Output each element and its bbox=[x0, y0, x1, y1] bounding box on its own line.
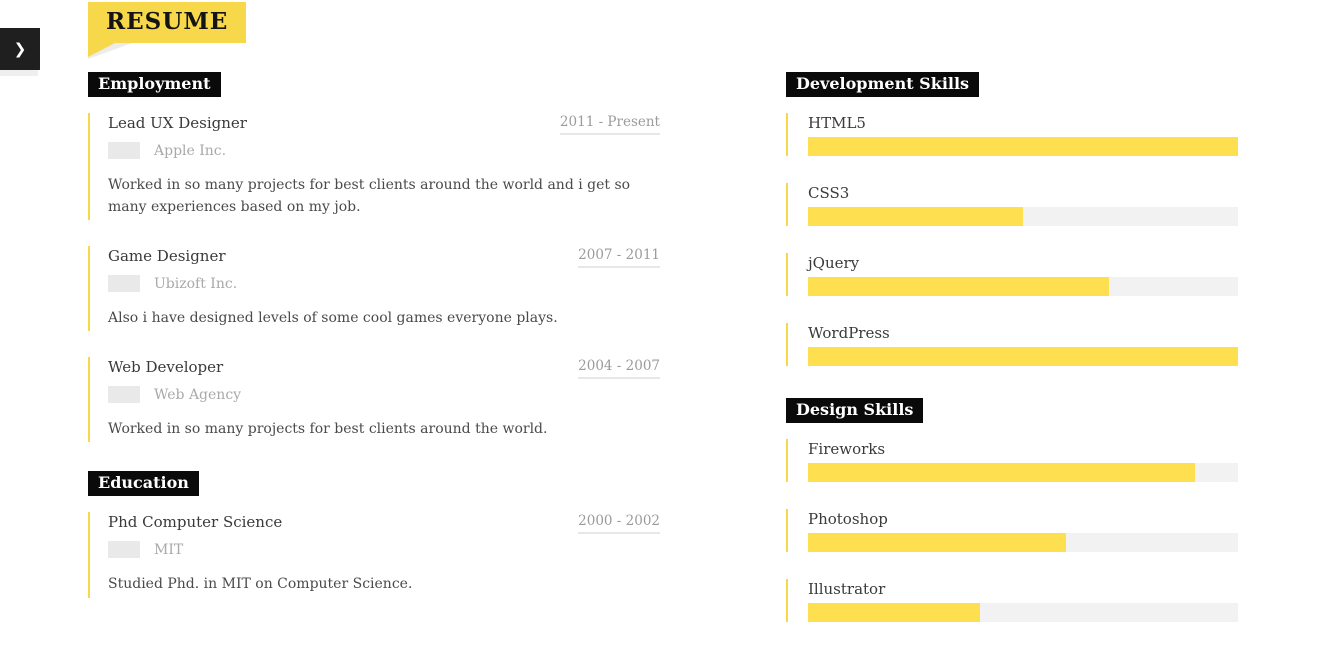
company-name: Apple Inc. bbox=[154, 142, 227, 159]
skill-progress-track bbox=[808, 603, 1238, 622]
skill-progress-track bbox=[808, 137, 1238, 156]
school-logo-placeholder bbox=[108, 541, 140, 559]
skill-progress-fill bbox=[808, 603, 980, 622]
sidebar-toggle-button[interactable]: ❯ bbox=[0, 28, 40, 70]
job-title: Web Developer bbox=[108, 358, 224, 377]
skill-label: WordPress bbox=[808, 324, 890, 342]
degree-description: Studied Phd. in MIT on Computer Science. bbox=[108, 576, 413, 593]
school-name: MIT bbox=[154, 541, 184, 558]
skill-item: HTML5 bbox=[786, 113, 1239, 156]
skill-item: Photoshop bbox=[786, 509, 1239, 552]
right-column: Development Skills HTML5 CSS3 jQuery Wor… bbox=[786, 72, 1239, 649]
skill-label: Photoshop bbox=[808, 510, 888, 528]
job-title: Lead UX Designer bbox=[108, 114, 247, 132]
skill-item: jQuery bbox=[786, 253, 1239, 296]
job-title: Game Designer bbox=[108, 247, 226, 266]
skill-progress-track bbox=[808, 533, 1238, 552]
section-header-development-skills: Development Skills bbox=[786, 72, 980, 97]
education-list: Phd Computer Science 2000 - 2002 MIT Stu… bbox=[88, 512, 660, 598]
job-description: Worked in so many projects for best clie… bbox=[108, 421, 548, 438]
skill-label: jQuery bbox=[808, 254, 860, 272]
skill-progress-track bbox=[808, 277, 1238, 296]
skill-progress-track bbox=[808, 347, 1238, 366]
skill-item: Illustrator bbox=[786, 579, 1239, 622]
skill-label: HTML5 bbox=[808, 114, 866, 132]
skill-progress-fill bbox=[808, 347, 1238, 366]
section-header-employment: Employment bbox=[88, 72, 221, 97]
company-logo-placeholder bbox=[108, 142, 140, 159]
job-date-range: 2011 - Present bbox=[559, 114, 660, 135]
skill-label: Illustrator bbox=[808, 580, 886, 598]
job-date-range: 2004 - 2007 bbox=[578, 358, 660, 380]
education-entry: Phd Computer Science 2000 - 2002 MIT Stu… bbox=[88, 512, 660, 598]
design-skills-list: Fireworks Photoshop Illustrator bbox=[786, 439, 1239, 622]
company-name: Ubizoft Inc. bbox=[154, 275, 238, 292]
section-header-design-skills: Design Skills bbox=[786, 398, 924, 423]
skill-progress-fill bbox=[808, 533, 1066, 552]
employment-entry: Web Developer 2004 - 2007 Web Agency Wor… bbox=[88, 357, 660, 443]
skill-progress-fill bbox=[808, 463, 1195, 482]
company-name: Web Agency bbox=[154, 386, 242, 403]
page-title: RESUME bbox=[88, 2, 247, 59]
skill-progress-fill bbox=[808, 137, 1238, 156]
chevron-right-icon: ❯ bbox=[13, 39, 27, 58]
company-logo-placeholder bbox=[108, 275, 140, 293]
skill-progress-fill bbox=[808, 207, 1023, 226]
degree-title: Phd Computer Science bbox=[108, 513, 283, 532]
job-date-range: 2007 - 2011 bbox=[578, 247, 660, 269]
development-skills-list: HTML5 CSS3 jQuery WordPress bbox=[786, 113, 1239, 366]
sidebar-ledge bbox=[0, 70, 38, 76]
skill-progress-fill bbox=[808, 277, 1109, 296]
degree-date-range: 2000 - 2002 bbox=[578, 513, 660, 535]
skill-item: Fireworks bbox=[786, 439, 1239, 482]
skill-label: CSS3 bbox=[808, 184, 850, 202]
employment-entry: Game Designer 2007 - 2011 Ubizoft Inc. A… bbox=[88, 246, 660, 332]
skill-progress-track bbox=[808, 207, 1238, 226]
employment-list: Lead UX Designer 2011 - Present Apple In… bbox=[88, 113, 660, 443]
skill-label: Fireworks bbox=[808, 440, 886, 458]
company-logo-placeholder bbox=[108, 386, 140, 404]
skill-item: CSS3 bbox=[786, 183, 1239, 226]
employment-entry: Lead UX Designer 2011 - Present Apple In… bbox=[88, 113, 660, 221]
section-header-education: Education bbox=[88, 471, 199, 497]
left-column: Employment Lead UX Designer 2011 - Prese… bbox=[88, 72, 660, 624]
job-description: Also i have designed levels of some cool… bbox=[108, 310, 558, 327]
skill-item: WordPress bbox=[786, 323, 1239, 366]
skill-progress-track bbox=[808, 463, 1238, 482]
job-description: Worked in so many projects for best clie… bbox=[108, 177, 631, 216]
